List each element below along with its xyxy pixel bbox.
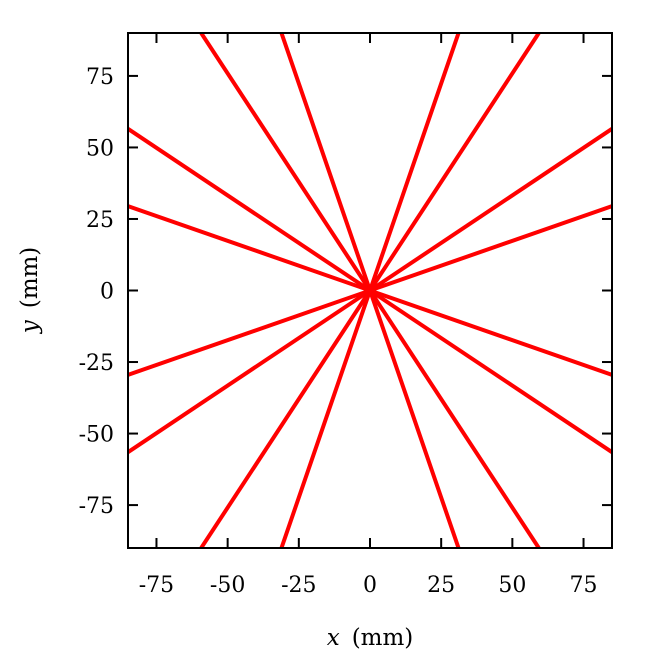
y-tick-label: -50 bbox=[79, 423, 114, 448]
x-tick-label: 25 bbox=[427, 573, 455, 598]
tick-labels-layer: -75 -50 -25 0 25 50 75 -75 -50 -25 0 25 50 75 bbox=[79, 65, 598, 598]
x-axis-unit: (mm) bbox=[352, 625, 414, 651]
y-axis-label: y (mm) bbox=[17, 247, 43, 335]
series-layer bbox=[128, 33, 612, 548]
x-tick-label: -50 bbox=[210, 573, 245, 598]
x-tick-label: -25 bbox=[281, 573, 316, 598]
y-tick-label: -75 bbox=[79, 494, 114, 519]
x-axis-label: x (mm) bbox=[327, 625, 414, 651]
x-tick-label: 0 bbox=[363, 573, 377, 598]
plot-frame bbox=[127, 32, 613, 549]
y-tick-label: -25 bbox=[79, 351, 114, 376]
x-tick-label: 50 bbox=[498, 573, 526, 598]
ticks-layer bbox=[128, 33, 612, 548]
y-tick-label: 75 bbox=[86, 65, 114, 90]
y-tick-label: 0 bbox=[100, 280, 114, 305]
y-tick-label: 50 bbox=[86, 136, 114, 161]
x-axis-var: x bbox=[327, 625, 340, 651]
series-line-8 bbox=[279, 33, 461, 548]
x-tick-label: -75 bbox=[139, 573, 174, 598]
y-tick-label: 25 bbox=[86, 208, 114, 233]
x-tick-label: 75 bbox=[570, 573, 598, 598]
y-axis-var: y bbox=[17, 319, 43, 334]
y-axis-unit: (mm) bbox=[17, 247, 43, 309]
